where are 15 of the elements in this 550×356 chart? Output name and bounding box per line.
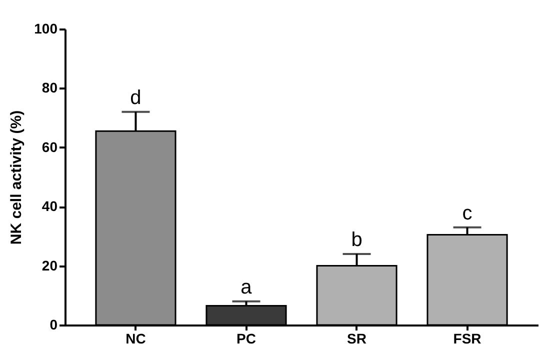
y-tick-label: 0 (50, 316, 58, 332)
annotation: b (351, 228, 362, 251)
y-tick-label: 40 (42, 198, 58, 214)
x-tick-label: FSR (453, 330, 482, 346)
y-tick-label: 80 (42, 80, 58, 96)
y-tick-label: 20 (42, 257, 58, 274)
annotation: c (462, 202, 472, 224)
y-tick-label: 100 (34, 20, 58, 36)
annotation: a (240, 276, 253, 298)
x-tick-label: PC (236, 330, 256, 346)
y-axis-title: NK cell activity (%) (8, 110, 26, 245)
x-tick-label: SR (347, 330, 366, 346)
annotation: d (130, 86, 142, 109)
x-tick-label: NC (126, 330, 146, 346)
y-tick-label: 60 (42, 138, 58, 155)
